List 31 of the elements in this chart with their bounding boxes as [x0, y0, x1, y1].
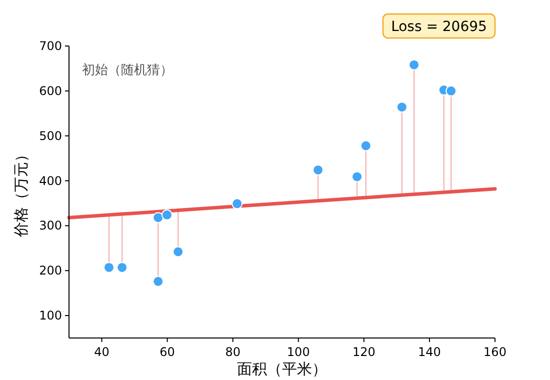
y-tick-label: 200 [39, 264, 62, 278]
y-tick-label: 700 [39, 39, 62, 53]
x-tick-label: 60 [160, 345, 175, 359]
point [352, 171, 363, 182]
annotation: 初始（随机猜） [82, 63, 173, 78]
point [172, 246, 184, 258]
x-tick-label: 140 [418, 345, 441, 359]
point [312, 164, 324, 176]
y-tick-label: 300 [39, 218, 62, 233]
point [116, 262, 128, 273]
point [360, 140, 372, 152]
point [232, 198, 243, 210]
y-tick-label: 600 [39, 84, 62, 98]
x-axis-title: 面积（平米） [237, 360, 327, 378]
point [446, 85, 457, 96]
y-axis-title: 价格（万元） [12, 147, 30, 238]
point [152, 276, 164, 287]
x-tick-label: 100 [286, 345, 310, 359]
y-tick-label: 400 [39, 174, 62, 188]
y-tick-label: 500 [39, 128, 62, 143]
point [161, 209, 172, 220]
point [103, 262, 114, 273]
x-tick-label: 160 [484, 345, 506, 359]
x-tick-label: 40 [94, 345, 110, 359]
x-tick-label: 80 [225, 345, 240, 359]
point [152, 212, 164, 224]
x-tick-label: 120 [352, 345, 376, 359]
point [408, 59, 420, 70]
y-tick-label: 100 [39, 308, 62, 323]
point [396, 102, 408, 113]
text: Loss = 20695 [391, 19, 487, 35]
